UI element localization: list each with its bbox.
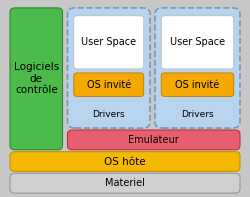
Text: OS invité: OS invité: [176, 80, 220, 90]
Text: Drivers: Drivers: [181, 110, 214, 119]
Text: User Space: User Space: [81, 37, 136, 47]
FancyBboxPatch shape: [68, 8, 150, 128]
FancyBboxPatch shape: [10, 152, 240, 171]
FancyBboxPatch shape: [74, 73, 144, 97]
Text: Logiciels
de
contrôle: Logiciels de contrôle: [14, 62, 59, 95]
FancyBboxPatch shape: [74, 16, 144, 69]
Text: Drivers: Drivers: [92, 110, 125, 119]
Text: OS hôte: OS hôte: [104, 157, 146, 166]
FancyBboxPatch shape: [161, 73, 234, 97]
Text: Emulateur: Emulateur: [128, 135, 179, 145]
FancyBboxPatch shape: [10, 8, 62, 150]
FancyBboxPatch shape: [155, 8, 240, 128]
FancyBboxPatch shape: [161, 16, 234, 69]
Text: User Space: User Space: [170, 37, 225, 47]
FancyBboxPatch shape: [10, 173, 240, 193]
Text: OS invité: OS invité: [87, 80, 131, 90]
FancyBboxPatch shape: [68, 130, 240, 150]
Text: Materiel: Materiel: [105, 178, 145, 188]
